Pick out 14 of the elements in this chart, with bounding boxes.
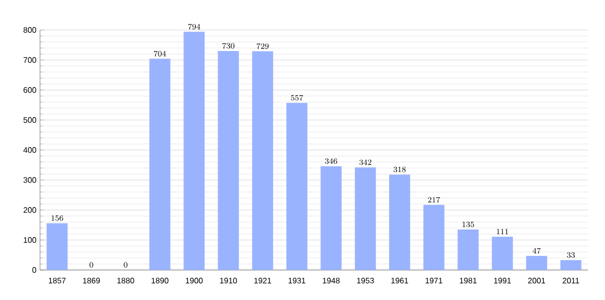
bar xyxy=(389,174,410,270)
bar xyxy=(218,51,239,270)
bar xyxy=(423,204,444,270)
bar xyxy=(458,230,479,270)
bar xyxy=(492,236,513,270)
bar xyxy=(46,223,68,270)
bar xyxy=(320,166,342,270)
bar xyxy=(252,51,274,270)
bar xyxy=(286,102,308,270)
bar xyxy=(560,260,582,270)
bar xyxy=(354,167,376,270)
bar xyxy=(184,32,205,270)
bar xyxy=(149,58,170,270)
bar xyxy=(526,256,548,270)
